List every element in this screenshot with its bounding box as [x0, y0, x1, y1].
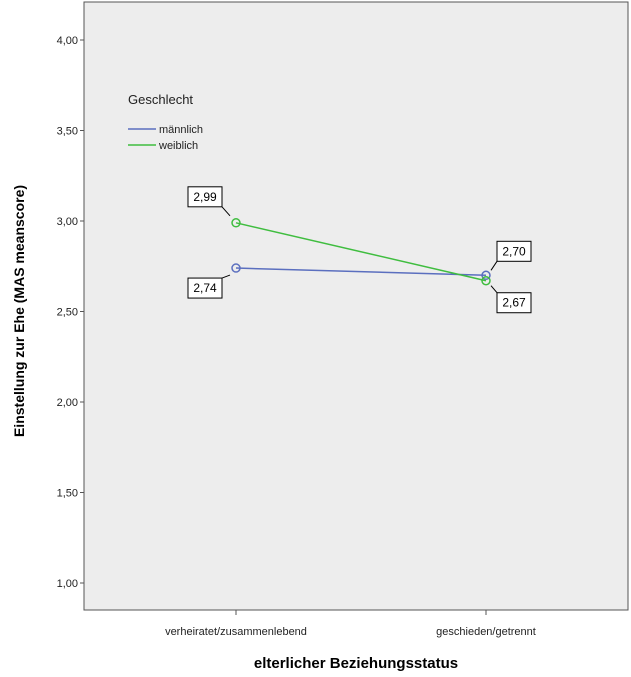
legend: Geschlecht männlich weiblich — [128, 92, 203, 152]
legend-title: Geschlecht — [128, 92, 193, 107]
x-axis-title: elterlicher Beziehungsstatus — [254, 655, 458, 672]
y-axis-title: Einstellung zur Ehe (MAS meanscore) — [11, 185, 27, 437]
data-point-weiblich — [481, 275, 491, 286]
data-label: 2,67 — [502, 296, 526, 310]
data-label-leader — [490, 285, 498, 294]
y-tick-label: 2,00 — [57, 397, 78, 409]
plot-area — [83, 1, 629, 611]
data-point-weiblich — [231, 218, 241, 228]
x-axis: verheiratet/zusammenlebend geschieden/get… — [165, 610, 536, 638]
y-axis: 1,00 1,50 2,00 2,50 3,00 3,50 4,00 — [57, 35, 84, 590]
y-tick-label: 4,00 — [57, 35, 78, 47]
series-line-maennlich — [235, 267, 487, 277]
data-label-leader — [221, 206, 231, 217]
data-label-box — [496, 292, 532, 314]
series-line-weiblich — [235, 222, 487, 282]
data-label: 2,99 — [193, 190, 217, 204]
y-tick-label: 1,50 — [57, 488, 78, 500]
data-label-box — [187, 186, 223, 208]
y-tick-label: 3,00 — [57, 216, 78, 228]
data-labels: 2,74 2,70 2,99 2,67 — [187, 186, 532, 314]
y-tick-label: 2,50 — [57, 307, 78, 319]
data-point-maennlich — [481, 270, 491, 281]
data-point-maennlich — [231, 263, 241, 273]
legend-label-maennlich: männlich — [159, 124, 203, 136]
data-label-leader — [490, 261, 498, 271]
x-tick-label: verheiratet/zusammenlebend — [165, 626, 307, 638]
y-tick-label: 3,50 — [57, 126, 78, 138]
x-tick-label: geschieden/getrennt — [436, 626, 536, 638]
data-label: 2,74 — [193, 281, 217, 295]
legend-label-weiblich: weiblich — [158, 140, 198, 152]
y-tick-label: 1,00 — [57, 578, 78, 590]
data-label-box — [187, 277, 223, 299]
data-label-leader — [221, 274, 231, 279]
data-label: 2,70 — [502, 244, 526, 258]
data-label-box — [496, 240, 532, 262]
series-layer — [231, 218, 491, 286]
